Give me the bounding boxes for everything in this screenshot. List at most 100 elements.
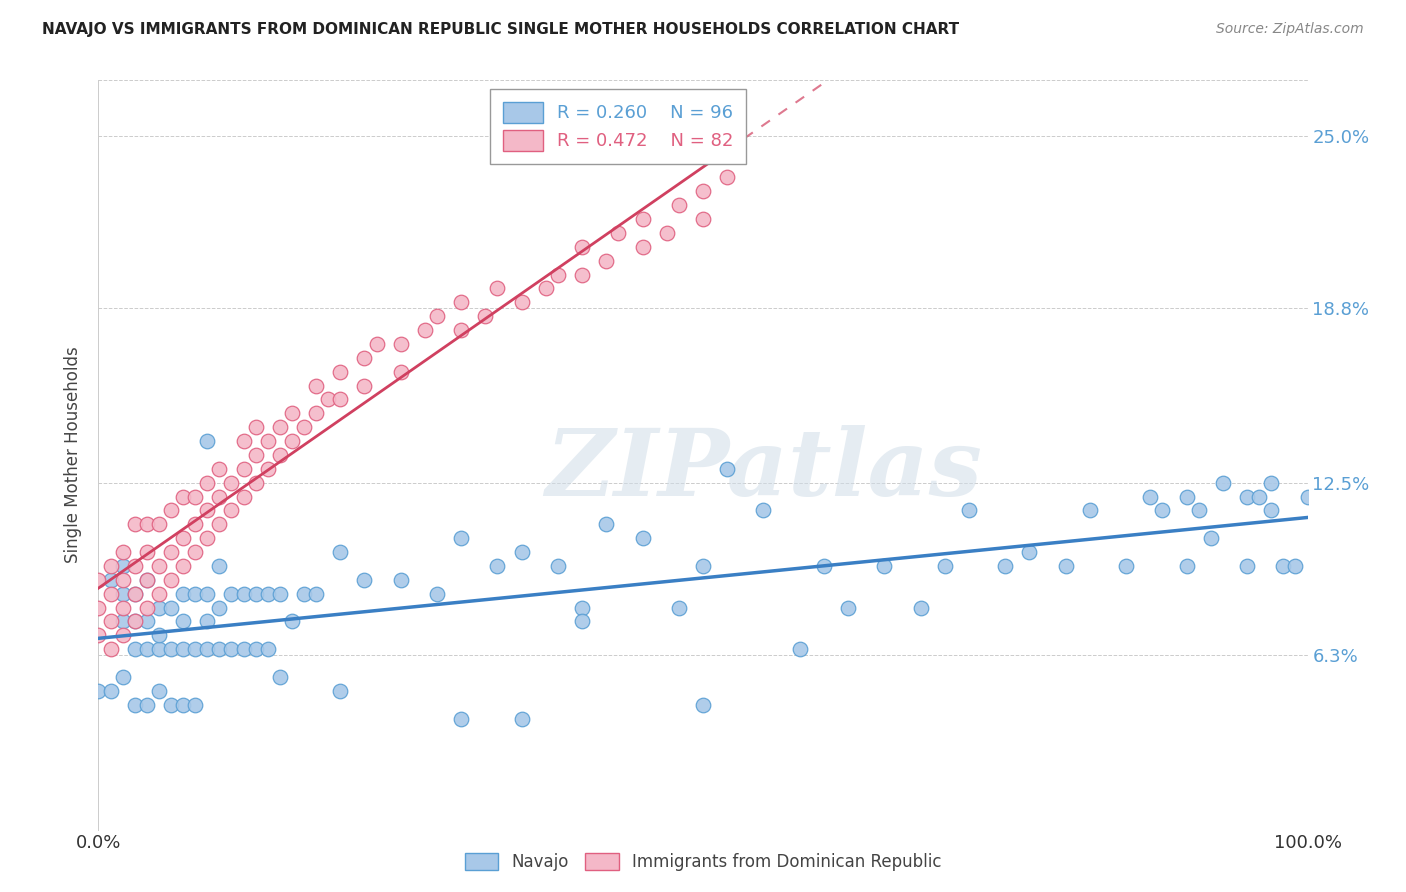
- Point: [124, 615, 146, 629]
- Point: [160, 600, 183, 615]
- Point: [873, 558, 896, 573]
- Point: [256, 642, 278, 657]
- Point: [595, 517, 617, 532]
- Point: [1284, 558, 1306, 573]
- Point: [534, 281, 557, 295]
- Point: [426, 309, 449, 323]
- Point: [450, 295, 472, 310]
- Point: [1260, 475, 1282, 490]
- Point: [195, 587, 218, 601]
- Point: [111, 628, 134, 642]
- Point: [195, 434, 218, 448]
- Point: [111, 558, 134, 573]
- Point: [208, 517, 231, 532]
- Point: [692, 184, 714, 198]
- Point: [752, 503, 775, 517]
- Point: [135, 698, 157, 712]
- Point: [124, 642, 146, 657]
- Point: [292, 587, 315, 601]
- Point: [631, 240, 654, 254]
- Point: [389, 365, 412, 379]
- Point: [148, 587, 170, 601]
- Point: [135, 573, 157, 587]
- Point: [281, 434, 304, 448]
- Point: [172, 558, 194, 573]
- Point: [571, 268, 593, 282]
- Point: [208, 462, 231, 476]
- Point: [353, 573, 375, 587]
- Point: [135, 600, 157, 615]
- Point: [1249, 490, 1271, 504]
- Point: [571, 600, 593, 615]
- Point: [221, 587, 243, 601]
- Point: [135, 517, 157, 532]
- Point: [184, 545, 207, 559]
- Point: [245, 642, 267, 657]
- Point: [716, 170, 738, 185]
- Point: [292, 420, 315, 434]
- Point: [111, 545, 134, 559]
- Point: [329, 365, 352, 379]
- Point: [172, 615, 194, 629]
- Point: [184, 698, 207, 712]
- Point: [148, 683, 170, 698]
- Point: [124, 615, 146, 629]
- Point: [1139, 490, 1161, 504]
- Point: [184, 490, 207, 504]
- Point: [510, 545, 533, 559]
- Y-axis label: Single Mother Households: Single Mother Households: [65, 347, 83, 563]
- Point: [111, 670, 134, 684]
- Point: [208, 558, 231, 573]
- Point: [329, 683, 352, 698]
- Point: [1054, 558, 1077, 573]
- Point: [245, 475, 267, 490]
- Point: [413, 323, 436, 337]
- Point: [245, 448, 267, 462]
- Point: [245, 420, 267, 434]
- Point: [148, 642, 170, 657]
- Point: [631, 212, 654, 227]
- Point: [195, 503, 218, 517]
- Point: [221, 503, 243, 517]
- Point: [450, 323, 472, 337]
- Point: [221, 475, 243, 490]
- Point: [329, 545, 352, 559]
- Point: [172, 698, 194, 712]
- Point: [221, 642, 243, 657]
- Point: [232, 642, 254, 657]
- Point: [1260, 503, 1282, 517]
- Legend: R = 0.260    N = 96, R = 0.472    N = 82: R = 0.260 N = 96, R = 0.472 N = 82: [491, 89, 747, 163]
- Point: [135, 615, 157, 629]
- Point: [934, 558, 956, 573]
- Point: [232, 490, 254, 504]
- Point: [571, 240, 593, 254]
- Point: [208, 600, 231, 615]
- Point: [305, 406, 328, 420]
- Point: [87, 600, 110, 615]
- Point: [1188, 503, 1211, 517]
- Point: [111, 615, 134, 629]
- Point: [281, 406, 304, 420]
- Point: [450, 531, 472, 545]
- Point: [195, 642, 218, 657]
- Point: [148, 558, 170, 573]
- Point: [111, 587, 134, 601]
- Point: [160, 698, 183, 712]
- Point: [305, 378, 328, 392]
- Point: [1199, 531, 1222, 545]
- Point: [100, 642, 122, 657]
- Point: [111, 573, 134, 587]
- Point: [87, 683, 110, 698]
- Point: [208, 642, 231, 657]
- Point: [195, 475, 218, 490]
- Point: [172, 642, 194, 657]
- Point: [87, 573, 110, 587]
- Point: [124, 587, 146, 601]
- Point: [389, 337, 412, 351]
- Point: [160, 503, 183, 517]
- Point: [329, 392, 352, 407]
- Point: [450, 712, 472, 726]
- Point: [111, 600, 134, 615]
- Point: [124, 558, 146, 573]
- Point: [716, 462, 738, 476]
